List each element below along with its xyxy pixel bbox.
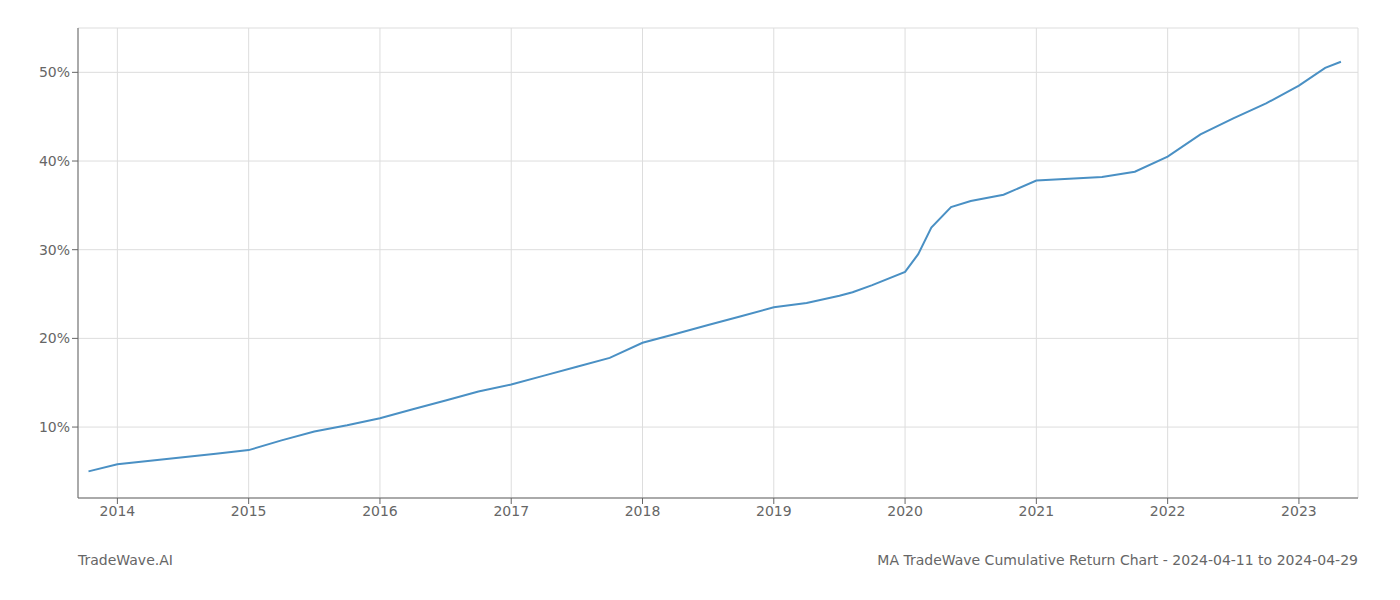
svg-text:2023: 2023 (1281, 503, 1317, 519)
svg-text:2019: 2019 (756, 503, 792, 519)
svg-text:2015: 2015 (231, 503, 267, 519)
svg-text:20%: 20% (39, 330, 70, 346)
svg-text:10%: 10% (39, 419, 70, 435)
svg-text:2014: 2014 (100, 503, 136, 519)
svg-text:2022: 2022 (1150, 503, 1186, 519)
svg-text:2018: 2018 (625, 503, 661, 519)
svg-text:40%: 40% (39, 153, 70, 169)
svg-text:2016: 2016 (362, 503, 398, 519)
svg-text:2021: 2021 (1019, 503, 1055, 519)
svg-text:50%: 50% (39, 64, 70, 80)
html-text:MA TradeWave Cumulative Return: MA TradeWave Cumulative Return Chart - 2… (877, 552, 1358, 568)
svg-text:2017: 2017 (493, 503, 529, 519)
svg-text:30%: 30% (39, 242, 70, 258)
html-text:TradeWave.AI: TradeWave.AI (78, 552, 173, 568)
svg-text:2020: 2020 (887, 503, 923, 519)
